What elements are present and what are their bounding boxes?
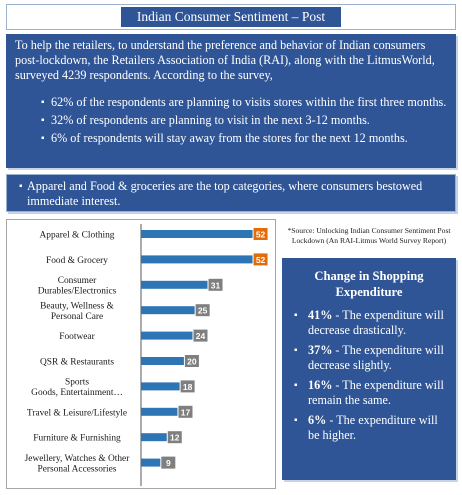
bar xyxy=(141,407,178,416)
category-note-panel: Apparel and Food & groceries are the top… xyxy=(6,174,456,212)
category-label: Personal Accessories xyxy=(38,464,117,474)
bar xyxy=(141,230,253,238)
bar xyxy=(141,382,180,391)
data-label: 18 xyxy=(183,382,193,392)
category-label: Travel & Leisure/Lifestyle xyxy=(27,407,127,418)
data-label: 52 xyxy=(256,230,266,240)
expenditure-text: - The expenditure will decrease drastica… xyxy=(308,308,444,337)
chart-svg: 52 Apparel & Clothing 52 Food & Grocery 31 Co… xyxy=(25,224,268,486)
category-label: Sports xyxy=(65,378,89,388)
data-label: 25 xyxy=(198,306,208,316)
data-label-box xyxy=(180,380,195,393)
data-label-box xyxy=(253,228,268,240)
category-bar-chart: 52 Apparel & Clothing 52 Food & Grocery 31 Co… xyxy=(6,219,276,489)
survey-bullets: 62% of the respondents are planning to v… xyxy=(15,95,447,146)
data-label: 20 xyxy=(187,357,197,367)
expenditure-item: 37% - The expenditure will decrease slig… xyxy=(292,343,446,373)
bullet-item: 6% of respondents will stay away from th… xyxy=(41,131,447,146)
expenditure-pct: 6% xyxy=(308,413,327,427)
data-label: 12 xyxy=(170,433,180,443)
data-label-box xyxy=(178,405,193,418)
page-title: Indian Consumer Sentiment – Post Lockdow… xyxy=(121,7,341,44)
category-label: Jewellery, Watches & Other xyxy=(25,454,131,464)
bar xyxy=(141,306,195,315)
data-label-box xyxy=(161,456,176,469)
data-label: 31 xyxy=(211,280,221,290)
category-label: Beauty, Wellness & xyxy=(40,301,114,311)
expenditure-pct: 16% xyxy=(308,378,333,392)
bar xyxy=(141,331,193,340)
category-label: Furniture & Furnishing xyxy=(33,434,121,444)
bar xyxy=(141,255,253,264)
data-label-box xyxy=(208,278,223,291)
expenditure-item: 41% - The expenditure will decrease dras… xyxy=(292,308,446,338)
expenditure-title: Change in Shopping Expenditure xyxy=(314,269,424,299)
expenditure-text: - The expenditure will decrease slightly… xyxy=(308,343,444,372)
bar xyxy=(141,357,184,365)
bullet-item: 32% of respondents are planning to visit… xyxy=(41,113,447,128)
data-label-box xyxy=(253,253,268,266)
bullet-item: 62% of the respondents are planning to v… xyxy=(41,95,447,110)
title-banner: Indian Consumer Sentiment – Post Lockdow… xyxy=(6,4,456,44)
category-label: Goods, Entertainment… xyxy=(31,388,123,398)
data-label-box xyxy=(184,355,199,367)
category-label: Apparel & Clothing xyxy=(40,231,115,241)
expenditure-text: - The expenditure will remain the same. xyxy=(308,378,444,407)
expenditure-panel: Change in Shopping Expenditure 41% - The… xyxy=(282,258,456,480)
category-label: Food & Grocery xyxy=(46,256,108,266)
category-note: Apparel and Food & groceries are the top… xyxy=(19,179,443,209)
data-label: 24 xyxy=(196,331,206,341)
data-label: 52 xyxy=(256,255,266,265)
data-label-box xyxy=(167,431,182,444)
bar xyxy=(141,433,167,442)
data-label-box xyxy=(193,329,208,342)
intro-panel: To help the retailers, to understand the… xyxy=(6,34,456,168)
bar xyxy=(141,458,161,467)
expenditure-item: 16% - The expenditure will remain the sa… xyxy=(292,378,446,408)
bar xyxy=(141,280,208,289)
data-label: 17 xyxy=(181,407,191,417)
data-label-box xyxy=(195,304,210,317)
expenditure-pct: 41% xyxy=(308,308,333,322)
category-label: Consumer xyxy=(58,276,97,286)
intro-text: To help the retailers, to understand the… xyxy=(15,38,435,82)
category-label: Personal Care xyxy=(51,312,103,322)
expenditure-pct: 37% xyxy=(308,343,333,357)
category-label: Footwear xyxy=(59,332,95,342)
category-label: Durables/Electronics xyxy=(38,287,117,297)
category-label: QSR & Restaurants xyxy=(40,358,114,368)
source-note: *Source: Unlocking Indian Consumer Senti… xyxy=(287,226,451,245)
expenditure-item: 6% - The expenditure will be higher. xyxy=(292,413,446,443)
expenditure-text: - The expenditure will be higher. xyxy=(308,413,438,442)
data-label: 9 xyxy=(166,458,171,468)
